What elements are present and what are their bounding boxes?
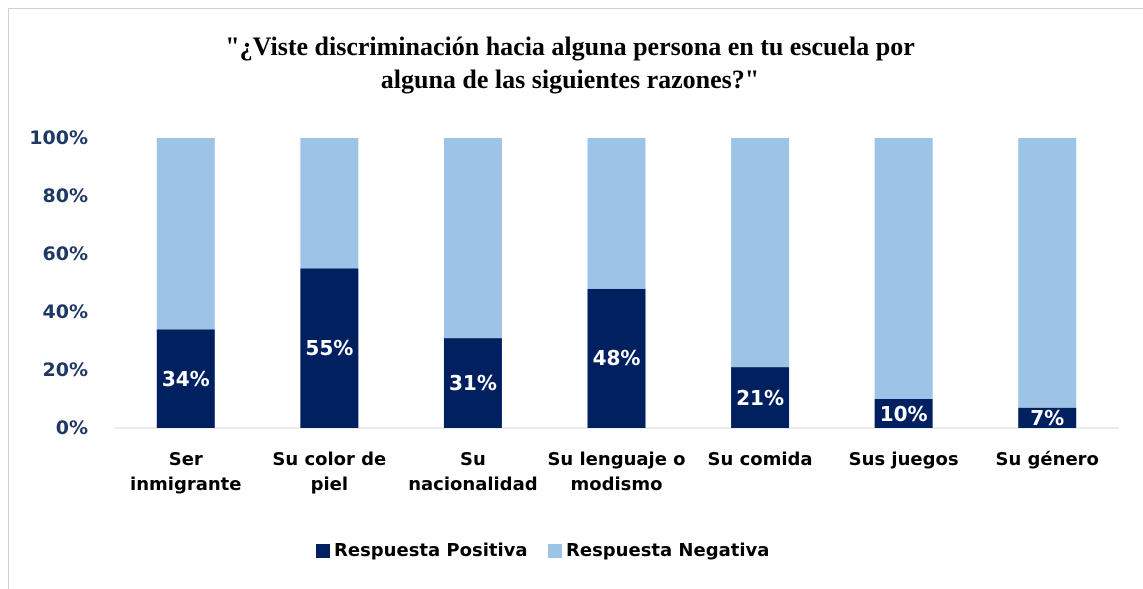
data-label: 31% [448, 371, 497, 396]
y-tick-label: 80% [42, 185, 88, 207]
bar-segment [587, 138, 646, 289]
legend-label: Respuesta Positiva [334, 540, 528, 561]
data-label: 55% [305, 336, 354, 361]
x-tick-label: Su género [995, 449, 1099, 470]
bar-segment [443, 338, 502, 428]
data-label: 48% [592, 346, 641, 371]
bar-segment [300, 268, 359, 428]
bar-segment [874, 399, 933, 428]
data-label: 21% [736, 385, 784, 410]
bar-segment [156, 329, 215, 428]
bar-segment [1018, 138, 1077, 408]
data-label: 10% [879, 401, 928, 426]
y-tick-label: 100% [29, 127, 88, 149]
chart-border [8, 8, 1143, 589]
y-tick-label: 20% [42, 359, 88, 381]
legend-swatch [316, 544, 330, 558]
y-tick-label: 0% [55, 417, 88, 439]
data-label: 7% [1030, 405, 1065, 430]
x-tick-label: Su nacionalidad [408, 449, 538, 495]
y-tick-label: 60% [42, 243, 88, 265]
x-tick-label: Ser inmigrante [130, 449, 242, 495]
data-label: 34% [161, 366, 210, 391]
bar-segment [731, 367, 790, 428]
y-tick-label: 40% [42, 301, 88, 323]
bar-segment [587, 288, 646, 428]
x-tick-label: Su color de piel [272, 449, 387, 495]
bar-segment [300, 138, 359, 269]
legend-label: Respuesta Negativa [566, 540, 770, 561]
x-tick-label: Su lenguaje o modismo [547, 449, 686, 495]
bar-segment [443, 138, 502, 339]
x-tick-label: Su comida [707, 449, 813, 470]
legend-swatch [548, 544, 562, 558]
x-tick-label: Sus juegos [848, 449, 959, 470]
bar-segment [731, 138, 790, 368]
bar-segment [874, 138, 933, 399]
chart-title: "¿Viste discriminación hacia alguna pers… [225, 32, 915, 94]
bar-segment [156, 138, 215, 330]
bar-segment [1018, 407, 1077, 428]
